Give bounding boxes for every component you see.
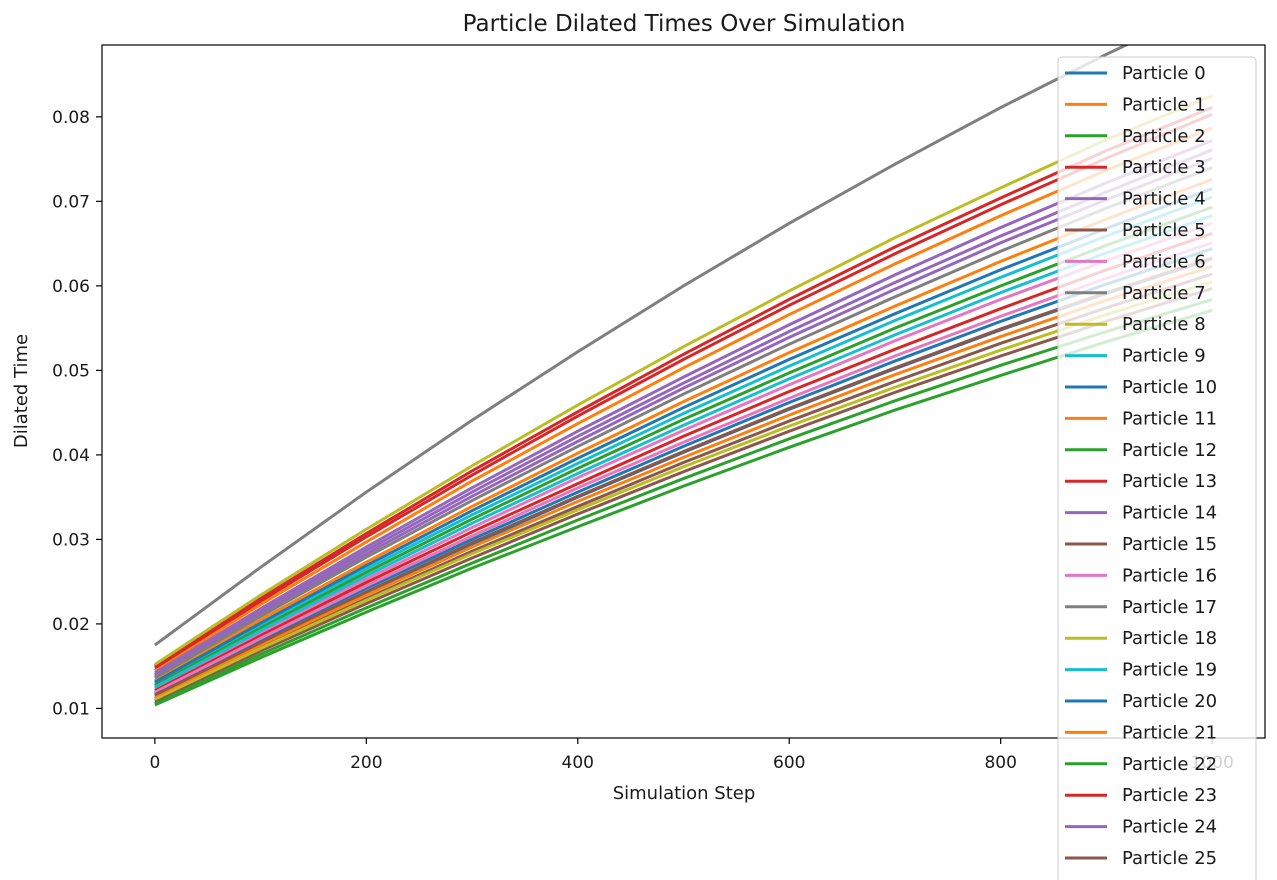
y-axis: 0.01 0.02 0.03 0.04 0.05 0.06 0.07 0.08 [52, 108, 102, 719]
series-line-particle-2 [154, 297, 1213, 705]
series-line-particle-1 [154, 126, 1213, 672]
plot-frame [101, 44, 1266, 739]
legend-label-particle-25: Particle 25 [1122, 848, 1217, 869]
x-axis-label: Simulation Step [613, 783, 756, 804]
x-tick-label-0: 0 [149, 753, 160, 773]
series-line-particle-9 [154, 195, 1213, 686]
legend-label-particle-4: Particle 4 [1122, 189, 1206, 210]
series-line-particle-13 [154, 232, 1213, 693]
legend-label-particle-14: Particle 14 [1122, 503, 1217, 524]
series-line-particle-14 [154, 139, 1213, 675]
series-line-particle-23 [154, 112, 1213, 670]
legend-label-particle-2: Particle 2 [1122, 126, 1206, 147]
series-line-particle-22 [154, 308, 1213, 707]
y-axis-label: Dilated Time [11, 334, 32, 448]
series-line-particle-21 [154, 264, 1213, 698]
legend-label-particle-16: Particle 16 [1122, 565, 1217, 586]
legend-label-particle-9: Particle 9 [1122, 346, 1206, 367]
legend-label-particle-15: Particle 15 [1122, 534, 1217, 555]
series-line-particle-18 [154, 280, 1213, 701]
series-line-particle-12 [154, 205, 1213, 687]
series-line-particle-6 [154, 221, 1213, 691]
legend-label-particle-1: Particle 1 [1122, 94, 1206, 115]
legend-label-particle-20: Particle 20 [1122, 691, 1217, 712]
x-tick-label-800: 800 [984, 753, 1016, 773]
series-line-particle-8 [154, 94, 1213, 666]
y-tick-label-0-08: 0.08 [52, 108, 90, 128]
series-line-particle-3 [154, 106, 1213, 668]
legend-label-particle-5: Particle 5 [1122, 220, 1206, 241]
legend-label-particle-22: Particle 22 [1122, 754, 1217, 775]
series-line-particle-4 [154, 156, 1213, 678]
legend-label-particle-12: Particle 12 [1122, 440, 1217, 461]
legend-label-particle-6: Particle 6 [1122, 251, 1206, 272]
legend-label-particle-0: Particle 0 [1122, 63, 1206, 84]
series-line-particle-15 [154, 286, 1213, 703]
series-line-particle-16 [154, 241, 1213, 694]
y-tick-label-0-07: 0.07 [52, 192, 90, 212]
legend-label-particle-7: Particle 7 [1122, 283, 1206, 304]
legend-label-particle-23: Particle 23 [1122, 785, 1217, 806]
legend: Particle 0 Particle 1 Particle 2 Particle 3… [1057, 56, 1257, 880]
legend-label-particle-11: Particle 11 [1122, 408, 1217, 429]
series-line-particle-20 [154, 187, 1213, 684]
series-line-particle-7 [153, 45, 1130, 647]
legend-label-particle-17: Particle 17 [1122, 597, 1217, 618]
y-tick-label-0-05: 0.05 [52, 361, 90, 381]
legend-label-particle-8: Particle 8 [1122, 314, 1206, 335]
legend-label-particle-24: Particle 24 [1122, 817, 1217, 838]
series-line-particle-10 [154, 247, 1213, 695]
legend-label-particle-13: Particle 13 [1122, 471, 1217, 492]
legend-label-particle-3: Particle 3 [1122, 157, 1206, 178]
y-tick-label-0-03: 0.03 [52, 530, 90, 550]
series-line-particle-19 [154, 214, 1213, 689]
y-tick-label-0-06: 0.06 [52, 277, 90, 297]
series-line-particle-25 [154, 256, 1213, 697]
x-tick-label-600: 600 [773, 753, 805, 773]
legend-label-particle-19: Particle 19 [1122, 660, 1217, 681]
legend-box [1057, 56, 1257, 880]
legend-label-particle-18: Particle 18 [1122, 628, 1217, 649]
y-tick-label-0-02: 0.02 [52, 615, 90, 635]
x-tick-label-200: 200 [350, 753, 382, 773]
y-tick-label-0-04: 0.04 [52, 446, 90, 466]
series-line-particle-17 [154, 166, 1213, 680]
y-tick-label-0-01: 0.01 [52, 699, 90, 719]
legend-label-particle-21: Particle 21 [1122, 722, 1217, 743]
x-tick-label-400: 400 [562, 753, 594, 773]
series-line-particle-11 [154, 177, 1213, 682]
series-layer [153, 45, 1213, 707]
series-line-particle-24 [154, 148, 1213, 676]
legend-label-particle-10: Particle 10 [1122, 377, 1217, 398]
chart-title: Particle Dilated Times Over Simulation [463, 11, 906, 37]
